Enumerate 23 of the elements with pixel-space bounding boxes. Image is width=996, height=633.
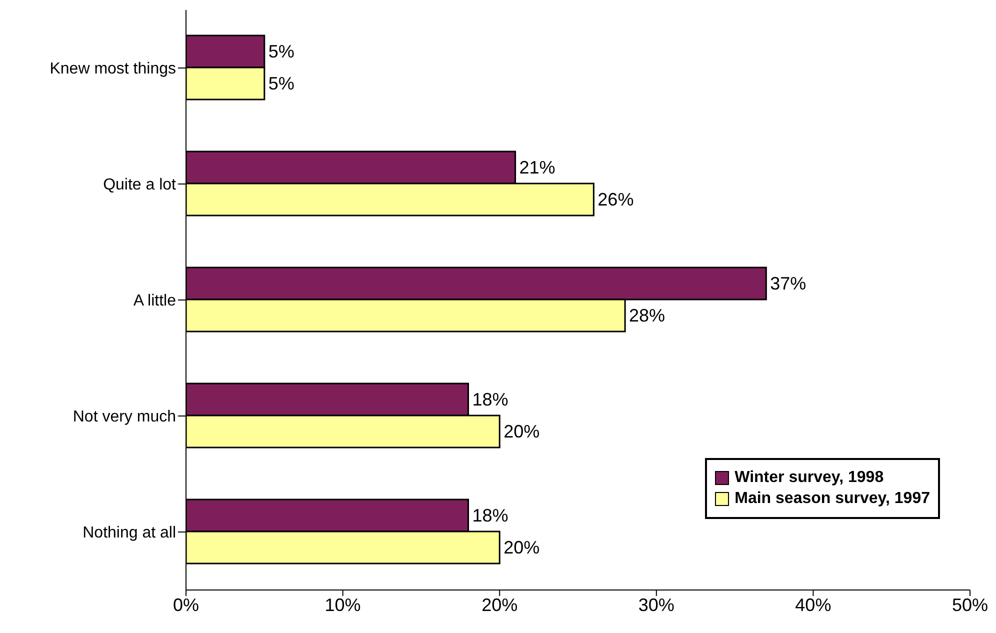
x-tick-label: 0% xyxy=(172,594,200,615)
x-tick-label: 20% xyxy=(482,594,518,615)
x-tick-label: 10% xyxy=(324,594,361,615)
data-label: 18% xyxy=(472,390,508,410)
legend-label: Winter survey, 1998 xyxy=(734,469,884,487)
x-tick-label: 30% xyxy=(638,594,674,615)
data-label: 20% xyxy=(504,538,540,558)
legend-label: Main season survey, 1997 xyxy=(734,490,930,508)
y-tick-label: Not very much xyxy=(72,408,176,426)
data-label: 20% xyxy=(504,422,540,442)
data-label: 18% xyxy=(472,506,508,526)
data-label: 26% xyxy=(598,190,634,210)
data-label: 5% xyxy=(268,42,294,62)
data-label: 21% xyxy=(519,158,556,178)
data-label: 37% xyxy=(770,274,806,294)
data-label: 28% xyxy=(629,306,666,326)
y-tick-label: Nothing at all xyxy=(82,524,176,542)
y-tick-label: A little xyxy=(133,292,176,310)
x-tick-label: 40% xyxy=(795,594,832,615)
x-tick-label: 50% xyxy=(952,594,988,615)
data-label: 5% xyxy=(268,74,294,94)
y-tick-label: Knew most things xyxy=(50,60,176,78)
y-tick-label: Quite a lot xyxy=(103,176,177,194)
